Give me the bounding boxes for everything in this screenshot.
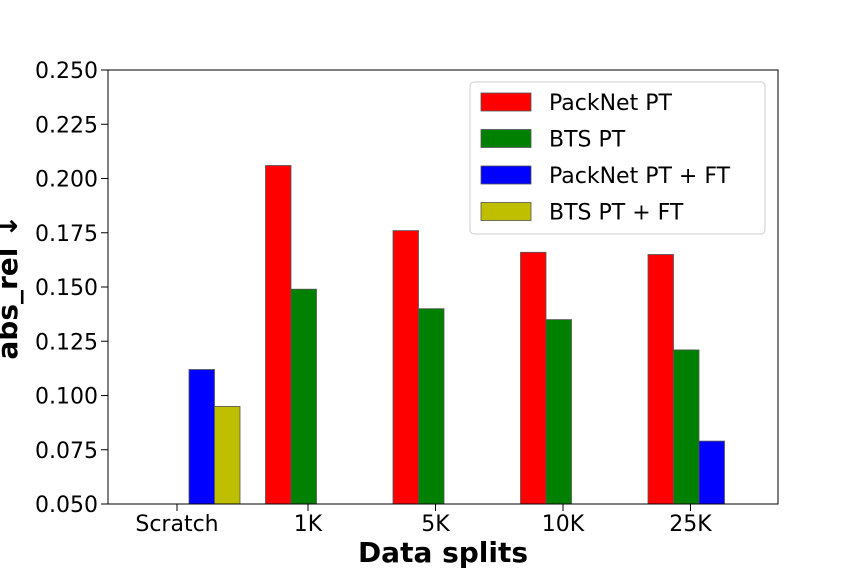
y-tick-label: 0.150 xyxy=(35,276,98,301)
y-tick-label: 0.125 xyxy=(35,330,98,355)
y-tick-label: 0.250 xyxy=(35,59,98,84)
legend-label: BTS PT + FT xyxy=(549,201,684,226)
bar-packnet-pt-10k xyxy=(520,251,547,505)
bar-bts-pt-ft-scratch xyxy=(214,405,241,505)
y-axis-title: abs_rel ↓ xyxy=(0,214,24,359)
bar-packnet-pt-ft-scratch xyxy=(188,369,215,505)
x-tick-label: Scratch xyxy=(135,512,218,537)
y-tick-label: 0.225 xyxy=(35,113,98,138)
legend-label: BTS PT xyxy=(549,128,626,153)
legend: PackNet PT BTS PT PackNet PT + FT BTS PT + … xyxy=(469,81,766,235)
bar-packnet-pt-1k xyxy=(265,165,292,505)
bar-packnet-pt-25k xyxy=(647,254,674,505)
bar-bts-pt-5k xyxy=(418,308,445,505)
bar-packnet-pt-5k xyxy=(392,230,419,505)
y-tick-label: 0.100 xyxy=(35,385,98,410)
x-tick-label: 1K xyxy=(294,512,323,537)
x-axis-title: Data splits xyxy=(358,536,528,569)
y-tick-label: 0.075 xyxy=(35,439,98,464)
y-tick-label: 0.050 xyxy=(35,493,98,518)
bar-packnet-pt-ft-25k xyxy=(698,440,725,505)
bar-bts-pt-1k xyxy=(290,288,317,505)
bar-bts-pt-25k xyxy=(673,349,700,505)
legend-swatch xyxy=(480,202,532,221)
x-tick-label: 10K xyxy=(542,512,585,537)
legend-swatch xyxy=(480,92,532,112)
legend-swatch xyxy=(480,129,532,148)
legend-frame xyxy=(469,81,766,235)
bar-bts-pt-10k xyxy=(545,319,572,505)
y-tick-label: 0.200 xyxy=(35,168,98,193)
y-tick-label: 0.175 xyxy=(35,222,98,247)
legend-label: PackNet PT xyxy=(549,91,672,116)
legend-swatch xyxy=(480,165,532,185)
legend-label: PackNet PT + FT xyxy=(549,164,731,189)
bars-layer xyxy=(188,165,725,505)
x-tick-label: 5K xyxy=(421,512,450,537)
y-axis: 0.050 0.075 0.100 0.125 0.150 0.175 0.200 0.225… xyxy=(35,59,108,518)
x-tick-label: 25K xyxy=(669,512,712,537)
x-axis: Scratch 1K 5K 10K 25K xyxy=(135,504,712,537)
